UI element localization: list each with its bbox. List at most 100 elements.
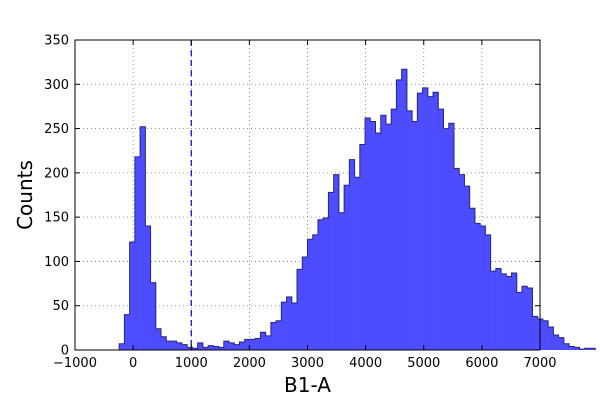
histogram-bar bbox=[412, 121, 418, 350]
histogram-bar bbox=[349, 159, 355, 350]
histogram-bar bbox=[150, 282, 157, 350]
histogram-bar bbox=[265, 335, 272, 350]
histogram-bar bbox=[370, 121, 376, 350]
histogram-bar bbox=[474, 223, 481, 350]
histogram-outline bbox=[118, 68, 596, 350]
histogram-bar bbox=[365, 117, 371, 350]
histogram-bar bbox=[516, 292, 523, 350]
histogram-bar bbox=[302, 257, 308, 350]
x-tick-label: 4000 bbox=[349, 356, 382, 371]
x-tick-label: 6000 bbox=[465, 356, 498, 371]
x-tick-label: 0 bbox=[129, 356, 137, 371]
histogram-bar bbox=[569, 346, 575, 350]
histogram-bar bbox=[558, 337, 565, 350]
x-tick-label: 1000 bbox=[175, 356, 208, 371]
histogram-bar bbox=[375, 133, 382, 350]
histogram-bar bbox=[223, 341, 230, 350]
x-tick-label: −1000 bbox=[53, 356, 97, 371]
histogram-bar bbox=[129, 241, 136, 350]
histogram-bar bbox=[270, 322, 277, 350]
histogram-bar bbox=[385, 124, 392, 351]
histogram-bar bbox=[171, 341, 178, 350]
histogram-bar bbox=[155, 328, 162, 350]
x-tick-label: 5000 bbox=[407, 356, 440, 371]
y-tick-label: 150 bbox=[44, 211, 69, 226]
histogram-bar bbox=[553, 334, 559, 350]
histogram-bar bbox=[166, 341, 172, 350]
histogram-bar bbox=[281, 302, 287, 350]
histogram-bar bbox=[506, 276, 512, 350]
histogram-bar bbox=[527, 288, 533, 350]
histogram-bar bbox=[328, 192, 334, 350]
x-tick-label: 2000 bbox=[233, 356, 266, 371]
histogram-bar bbox=[589, 348, 596, 350]
histogram-bar bbox=[422, 87, 429, 350]
histogram-bar bbox=[574, 347, 580, 350]
histogram-bar bbox=[495, 268, 502, 350]
histogram-bar bbox=[244, 339, 251, 350]
x-tick-label: 3000 bbox=[291, 356, 324, 371]
histogram-bar bbox=[511, 272, 518, 350]
histogram-bar bbox=[260, 332, 266, 350]
y-tick-label: 200 bbox=[44, 166, 69, 181]
histogram-bar bbox=[208, 345, 214, 350]
histogram-bar bbox=[448, 123, 455, 350]
histogram-bar bbox=[181, 344, 188, 350]
histogram-bar bbox=[396, 79, 402, 350]
y-tick-label: 50 bbox=[52, 299, 69, 314]
histogram-bar bbox=[391, 109, 397, 350]
histogram-bar bbox=[459, 174, 465, 350]
histogram-bar bbox=[239, 342, 246, 350]
histogram-bar bbox=[417, 93, 423, 351]
y-axis-title: Counts bbox=[13, 160, 37, 230]
histogram-bar bbox=[563, 343, 570, 350]
histogram-bar bbox=[333, 174, 340, 350]
histogram-bar bbox=[119, 343, 125, 350]
histogram-bar bbox=[249, 339, 256, 350]
histogram-bar bbox=[438, 109, 444, 350]
histogram-bar bbox=[354, 177, 361, 350]
histogram-bar bbox=[140, 126, 146, 350]
x-axis: −1000 0 1000 2000 3000 4000 5000 6000 7000 bbox=[53, 40, 557, 371]
histogram-bar bbox=[124, 314, 130, 350]
histogram-bar bbox=[145, 226, 151, 350]
histogram-bar bbox=[317, 219, 324, 350]
histogram-bar bbox=[297, 269, 303, 350]
histogram-bar bbox=[176, 342, 183, 350]
histogram-bar bbox=[485, 234, 491, 350]
histogram-bar bbox=[323, 218, 329, 350]
histogram-bar bbox=[359, 144, 366, 350]
histogram-bar bbox=[521, 286, 528, 350]
histogram-bar bbox=[161, 336, 167, 350]
histogram-bar bbox=[464, 186, 470, 350]
histogram-bar bbox=[548, 326, 554, 350]
histogram-bar bbox=[406, 110, 413, 350]
histogram-bar bbox=[501, 273, 507, 350]
y-tick-label: 350 bbox=[44, 34, 69, 49]
x-tick-label: 7000 bbox=[523, 356, 556, 371]
histogram-bar bbox=[218, 347, 225, 350]
histogram-bar bbox=[469, 208, 476, 350]
histogram-bar bbox=[192, 348, 198, 350]
histogram-bar bbox=[490, 271, 497, 350]
histogram-bar bbox=[338, 212, 345, 350]
y-tick-label: 300 bbox=[44, 78, 69, 93]
histogram-bar bbox=[291, 303, 298, 350]
histogram-bar bbox=[542, 320, 549, 350]
histogram-bars bbox=[119, 69, 596, 351]
histogram-bar bbox=[433, 92, 439, 350]
y-axis: 0 50 100 150 200 250 300 350 bbox=[44, 34, 540, 359]
histogram-bar bbox=[532, 316, 538, 350]
y-tick-label: 100 bbox=[44, 255, 69, 270]
histogram-bar bbox=[307, 239, 314, 350]
histogram-bar bbox=[584, 348, 591, 350]
histogram-bar bbox=[344, 185, 350, 350]
histogram-bar bbox=[401, 69, 408, 350]
histogram-bar bbox=[453, 168, 460, 350]
histogram-bar bbox=[480, 226, 486, 350]
histogram-bar bbox=[187, 347, 193, 350]
histogram-bar bbox=[213, 346, 219, 350]
histogram-bar bbox=[286, 296, 293, 350]
histogram-bar bbox=[276, 320, 282, 350]
